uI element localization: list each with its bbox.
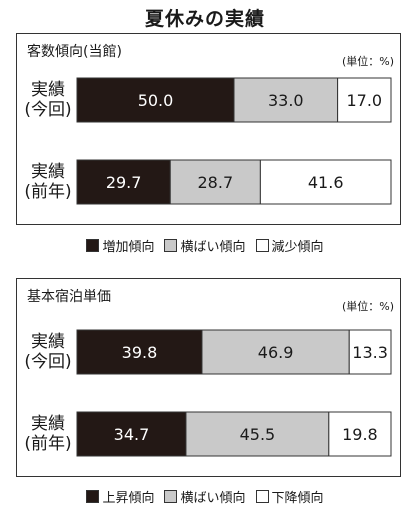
data-label: 46.9 [258,343,294,362]
bar-segment [348,329,392,375]
legend-label: 下降傾向 [271,491,324,506]
bar-segment [328,411,392,457]
legend-swatch-white [255,490,269,503]
legend-item: 減少傾向 [255,236,324,255]
category-label: (今回) [24,352,71,372]
chart-title: 客数傾向(当館) [27,44,122,60]
chart-panel-guest-trend: 客数傾向(当館) (単位：%) 実績 (今回) 50.0 33.0 17.0 実績 (前年)… [16,33,401,225]
stacked-bar-chart-guest-trend: 実績(今回) 50.0 33.0 17.0実績(前年) 29.7 28.7 41.6 [24,77,392,205]
category-label: (今回) [24,100,71,120]
category-label: (前年) [24,434,71,454]
data-label: 41.6 [308,173,344,192]
legend-label: 減少傾向 [271,240,324,255]
chart-panel-room-rate: 基本宿泊単価 (単位：%) 実績 (今回) 39.8 46.9 13.3 実績 (前年) 34… [16,278,401,477]
legend-label: 上昇傾向 [102,491,155,506]
stacked-bar-chart-room-rate: 実績(今回) 39.8 46.9 13.3実績(前年) 34.7 45.5 19.8 [24,329,392,457]
legend-label: 横ばい傾向 [180,240,246,255]
page-title: 夏休みの実績 [144,8,265,30]
bar-segment [169,159,261,205]
bar-segment [201,329,350,375]
legend-room-rate: 上昇傾向 横ばい傾向 下降傾向 [0,487,410,506]
data-label: 19.8 [342,425,378,444]
legend-item: 横ばい傾向 [164,487,246,506]
chart-title: 基本宿泊単価 [27,289,111,305]
legend-item: 上昇傾向 [86,487,154,506]
data-label: 34.7 [114,425,150,444]
legend-swatch-dark [86,239,100,252]
category-label: 実績 [31,162,65,182]
data-label: 29.7 [106,173,142,192]
unit-note: (単位：%) [341,55,394,68]
category-label: 実績 [31,332,65,352]
bar-segment [185,411,330,457]
data-label: 17.0 [346,91,382,110]
data-label: 45.5 [240,425,276,444]
bar-segment [76,329,203,375]
legend-swatch-gray [164,239,178,252]
legend-guest-trend: 増加傾向 横ばい傾向 減少傾向 [0,236,410,255]
legend-label: 増加傾向 [102,240,155,255]
category-label: 実績 [31,80,65,100]
data-label: 50.0 [138,91,174,110]
legend-swatch-white [255,239,269,252]
bar-segment [337,77,392,123]
unit-note: (単位：%) [341,300,394,313]
category-label: (前年) [24,182,71,202]
bar-segment [76,159,171,205]
bar-segment [259,159,392,205]
legend-item: 下降傾向 [255,487,324,506]
legend-swatch-gray [164,490,178,503]
data-label: 33.0 [268,91,304,110]
legend-label: 横ばい傾向 [180,491,246,506]
legend-item: 横ばい傾向 [164,236,246,255]
data-label: 13.3 [352,343,388,362]
bar-segment [76,411,187,457]
data-label: 39.8 [122,343,158,362]
category-label: 実績 [31,414,65,434]
data-label: 28.7 [198,173,234,192]
bar-segment [76,77,235,123]
legend-swatch-dark [86,490,100,503]
legend-item: 増加傾向 [86,236,154,255]
